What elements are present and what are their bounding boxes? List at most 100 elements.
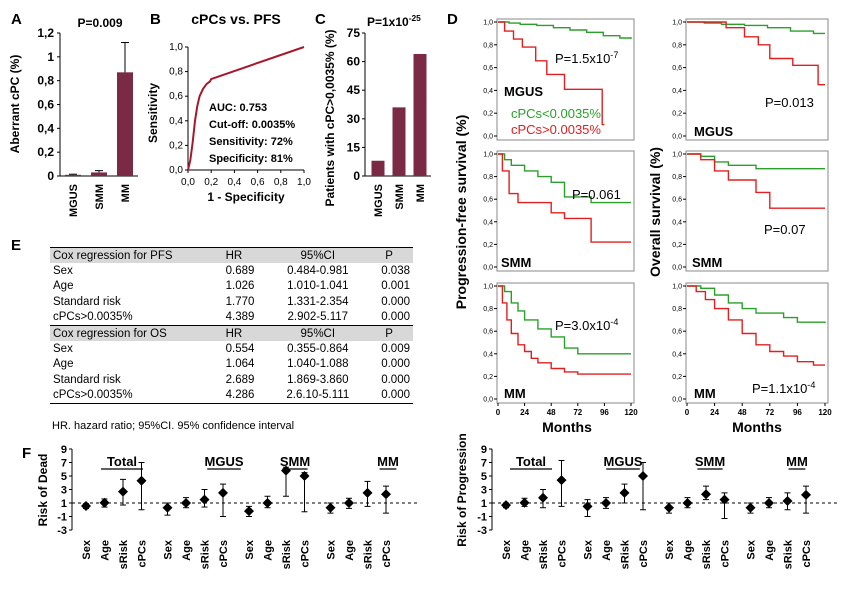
y-tick-label: -1 [477, 512, 487, 524]
hazard-ratio-marker [782, 495, 793, 506]
y-tick-label: 0,6 [672, 197, 682, 204]
hazard-ratio-marker [344, 498, 354, 508]
x-tick-label: Age [344, 540, 356, 561]
group-label: MM [504, 386, 526, 401]
y-tick-label: 0,8 [672, 174, 682, 181]
x-tick-label: Age [601, 540, 613, 561]
table-header-cell: 95%CI [270, 247, 366, 264]
table-cell: 1.064 [225, 358, 255, 371]
table-cell: 0.001 [381, 280, 410, 293]
y-tick-label: 0,6 [672, 65, 682, 72]
legend-green: cPCs<0.0035% [511, 106, 601, 121]
legend-red: cPCs>0.0035% [511, 122, 601, 137]
y-tick-label: 0,2 [483, 374, 493, 381]
panel-c-bar-chart: 0 15 30 45 60 75 MGUS SMM MM P=1x10-25 Patients wi… [323, 13, 431, 217]
x-tick-label: 72 [573, 408, 582, 417]
hazard-ratio-marker [556, 475, 567, 486]
x-tick-label: sRisk [363, 539, 375, 569]
hazard-ratio-marker [764, 498, 774, 508]
group-title: MGUS [205, 454, 244, 469]
table-cell: 1.040-1.088 [287, 358, 349, 371]
x-tick-label: cPCs [137, 540, 149, 568]
x-tick-label: 48 [547, 408, 556, 417]
bar [392, 107, 406, 176]
y-axis-label: Risk of Progression [455, 433, 469, 546]
bar [117, 72, 133, 176]
table-row: cPCs>0.0035% 4.286 2.6.10-5.111 0.000 [50, 387, 413, 404]
panel-letter-b: B [150, 11, 161, 28]
y-tick-label: -3 [477, 525, 487, 537]
x-tick-label: SMM [94, 184, 106, 210]
x-tick-label: MGUS [373, 184, 385, 217]
hazard-ratio-marker [136, 475, 147, 486]
x-tick-label: MGUS [68, 184, 80, 217]
cox-regression-table: Cox regression for PFS HR 95%CI P Sex 0.6… [50, 247, 413, 404]
hazard-ratio-marker [162, 502, 173, 513]
survival-plot-pfs_smm: 0,0 0,2 0,4 0,6 0,8 1,0 P=0.061 SMM [483, 150, 635, 272]
y-tick-label: 0,0 [672, 265, 682, 272]
y-tick-label: 0,0 [672, 397, 682, 404]
table-cell: 2.689 [225, 373, 255, 386]
table-row: Standard risk 2.689 1.869-3.860 0.000 [50, 372, 413, 387]
x-tick-label: 72 [765, 408, 774, 417]
y-tick-label: 0,8 [169, 67, 183, 78]
y-tick-label: 0,0 [483, 265, 493, 272]
x-tick-label: Sex [244, 539, 256, 559]
y-tick-label: 0,6 [672, 329, 682, 336]
group-label: MGUS [504, 84, 543, 99]
table-footnote: HR. hazard ratio; 95%CI. 95% confidence … [52, 420, 295, 432]
table-cell: 1.869-3.860 [287, 373, 349, 386]
green-survival-curve [687, 153, 825, 170]
hazard-ratio-marker [181, 498, 191, 508]
y-tick-label: 1 [61, 498, 67, 510]
x-tick-label: 120 [624, 408, 638, 417]
y-tick-label: 3 [61, 485, 67, 497]
y-axis-label: Sensitivity [146, 83, 160, 143]
table-cell: 0.000 [381, 373, 410, 386]
green-survival-curve [498, 285, 631, 355]
hazard-ratio-marker [519, 497, 530, 508]
y-tick-label: 0,8 [483, 306, 493, 313]
panel-a-bar-chart: 0 0,2 0,4 0,6 0,8 1 1,2 MGUS SMM MM P=0.009 Aberran… [8, 16, 138, 217]
x-tick-label: 0 [496, 408, 501, 417]
hazard-ratio-marker [381, 489, 391, 500]
annotation: Sensitivity: 72% [209, 136, 293, 148]
table-cell: 4.389 [222, 309, 271, 326]
table-cell: 4.286 [222, 387, 271, 404]
x-axis-label: Months [732, 419, 782, 435]
table-cell: 0.554 [225, 343, 255, 356]
plot-frame [685, 150, 829, 272]
x-tick-label: 96 [793, 408, 802, 417]
group-title: MM [786, 454, 808, 469]
y-tick-label: 0,0 [483, 397, 493, 404]
bar [91, 172, 107, 176]
y-tick-label: 0,4 [37, 121, 54, 135]
table-cell: Sex [53, 265, 73, 278]
table-header-cell: P [365, 247, 413, 264]
x-tick-label: 96 [600, 408, 609, 417]
x-tick-label: SMM [394, 184, 406, 210]
y-tick-label: 1,2 [37, 26, 54, 40]
red-survival-curve [687, 21, 825, 86]
x-tick-label: cPCs [381, 540, 393, 568]
x-tick-label: sRisk [281, 539, 293, 569]
y-axis-label: Aberrant cPC (%) [8, 55, 22, 154]
table-cell: 0.484-0.981 [287, 265, 349, 278]
table-cell: 2.902-5.117 [270, 309, 366, 326]
y-tick-label: 5 [481, 471, 487, 483]
y-tick-label: 0,2 [672, 111, 682, 118]
x-tick-label: Age [764, 540, 776, 561]
table-cell: Sex [53, 343, 73, 356]
hazard-ratio-marker [682, 498, 693, 508]
red-survival-curve [687, 153, 825, 209]
panel-d-survival-charts: 0,00,20,40,60,81,0P=1.5x10-7MGUS0,00,20,… [453, 18, 832, 435]
green-survival-curve [687, 285, 826, 324]
red-survival-curve [498, 285, 631, 375]
x-tick-label: 120 [818, 408, 832, 417]
table-cell: 1.026 [225, 280, 255, 293]
panel-letter-a: A [11, 11, 22, 28]
x-tick-label: 0,0 [181, 177, 195, 188]
y-tick-label: 0,4 [483, 88, 493, 95]
survival-plot-pfs_mm: 0,0 0,2 0,4 0,6 0,8 1,0 0 24 48 72 96 120 P=3.0x10-4… [483, 282, 638, 417]
green-survival-curve [498, 153, 631, 204]
